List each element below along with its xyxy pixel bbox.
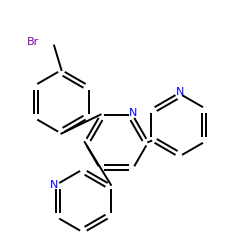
Text: Br: Br xyxy=(27,37,40,47)
Text: N: N xyxy=(129,108,138,118)
Text: N: N xyxy=(176,87,184,97)
Text: N: N xyxy=(50,180,58,190)
